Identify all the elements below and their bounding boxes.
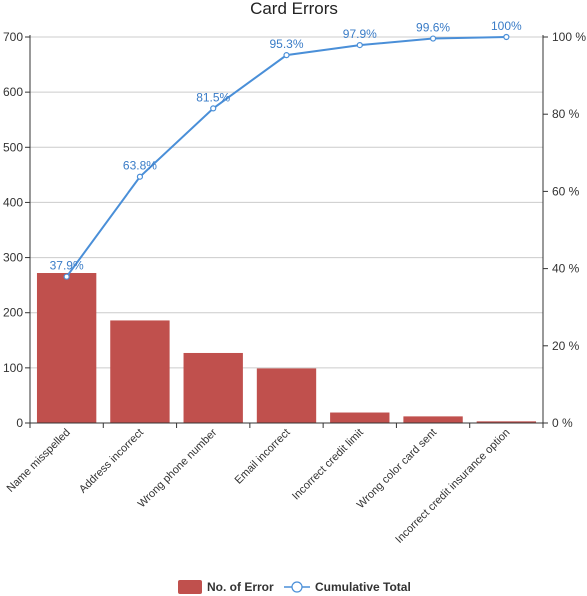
left-tick-label: 0 bbox=[16, 416, 23, 430]
bar bbox=[330, 412, 390, 423]
cumulative-data-label: 81.5% bbox=[196, 90, 230, 104]
bar bbox=[183, 352, 243, 423]
right-tick-label: 20 % bbox=[552, 339, 580, 353]
cumulative-line bbox=[65, 36, 507, 278]
bar bbox=[110, 320, 170, 423]
cumulative-data-label: 63.8% bbox=[123, 159, 157, 173]
left-tick-label: 300 bbox=[3, 251, 23, 265]
category-label: Address incorrect bbox=[77, 427, 146, 496]
right-tick-label: 60 % bbox=[552, 184, 580, 198]
cumulative-data-labels: 37.9% 63.8% 81.5% 95.3% 97.9% 99.6% 100% bbox=[50, 19, 522, 273]
gridlines bbox=[30, 36, 543, 369]
legend: No. of Error Cumulative Total bbox=[178, 580, 411, 594]
right-tick-label: 0 % bbox=[552, 416, 573, 430]
category-label: Wrong phone number bbox=[136, 426, 220, 510]
cumulative-data-label: 97.9% bbox=[343, 27, 377, 41]
right-tick-label: 80 % bbox=[552, 107, 580, 121]
left-tick-label: 600 bbox=[3, 85, 23, 99]
cumulative-point bbox=[210, 105, 217, 112]
cumulative-point bbox=[283, 52, 290, 59]
legend-line-label: Cumulative Total bbox=[315, 580, 411, 594]
right-axis-ticks: 0 % 20 % 40 % 60 % 80 % 100 % bbox=[543, 30, 586, 430]
axes bbox=[29, 35, 544, 428]
bar-series bbox=[36, 273, 537, 423]
cumulative-point bbox=[136, 173, 144, 180]
bar bbox=[256, 368, 317, 423]
category-label: Name misspelled bbox=[5, 427, 73, 495]
category-label: Email incorrect bbox=[233, 427, 293, 487]
left-tick-label: 500 bbox=[3, 140, 23, 154]
category-label: Incorrect credit insurance option bbox=[393, 427, 512, 546]
cumulative-point bbox=[356, 42, 363, 49]
bar bbox=[476, 421, 537, 423]
left-tick-label: 400 bbox=[3, 195, 23, 209]
right-tick-label: 40 % bbox=[552, 262, 580, 276]
bar bbox=[403, 416, 463, 423]
cumulative-point bbox=[63, 273, 70, 280]
legend-line-marker bbox=[291, 581, 303, 593]
legend-bar-label: No. of Error bbox=[207, 580, 274, 594]
left-tick-label: 700 bbox=[3, 30, 23, 44]
cumulative-data-label: 99.6% bbox=[416, 21, 450, 35]
cumulative-data-label: 95.3% bbox=[269, 37, 303, 51]
legend-bar-swatch bbox=[178, 580, 202, 594]
left-axis-ticks: 0 100 200 300 400 500 600 700 bbox=[3, 30, 30, 430]
cumulative-data-label: 37.9% bbox=[50, 259, 84, 273]
category-label: Wrong color card sent bbox=[355, 427, 439, 511]
cumulative-point bbox=[429, 35, 437, 42]
bar bbox=[36, 273, 97, 423]
cumulative-line-series bbox=[63, 33, 510, 280]
cumulative-point bbox=[503, 33, 510, 41]
right-tick-label: 100 % bbox=[552, 30, 586, 44]
left-tick-label: 200 bbox=[3, 306, 23, 320]
cumulative-data-label: 100% bbox=[491, 19, 522, 33]
chart-title: Card Errors bbox=[250, 0, 338, 18]
category-label: Incorrect credit limit bbox=[290, 427, 366, 503]
left-tick-label: 100 bbox=[3, 361, 23, 375]
